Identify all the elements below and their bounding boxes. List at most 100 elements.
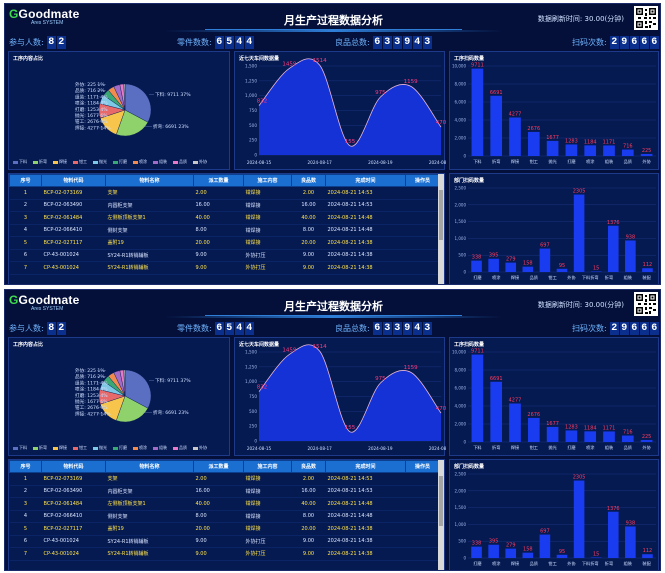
bar[interactable] <box>607 511 619 558</box>
area-line[interactable] <box>258 344 442 433</box>
table-row[interactable]: 2 BCP-02-063490 内圆柜支架 16.00 钳焊接 16.00 2024-08-… <box>9 485 440 498</box>
column-header[interactable]: 派工数量 <box>193 174 244 187</box>
legend-item[interactable]: 打磨 <box>113 445 127 451</box>
bar[interactable] <box>556 554 568 558</box>
table-scrollbar[interactable] <box>438 174 444 284</box>
legend-item[interactable]: 组装 <box>153 159 167 165</box>
bar[interactable] <box>539 534 551 558</box>
qr-code-icon[interactable] <box>634 6 658 30</box>
column-header[interactable]: 物料名称 <box>105 460 194 473</box>
bar[interactable] <box>471 546 482 558</box>
bar[interactable] <box>573 194 585 272</box>
bar[interactable] <box>546 140 559 156</box>
legend-item[interactable]: 打磨 <box>113 159 127 165</box>
column-header[interactable]: 良品数 <box>291 460 326 473</box>
column-header[interactable]: 施工内容 <box>243 174 292 187</box>
table-row[interactable]: 6 CP-43-001024 SY24-R1转销辅板 9.00 外协打压 9.00 2024… <box>9 249 440 262</box>
legend-item[interactable]: 下料 <box>13 445 27 451</box>
table-row[interactable]: 1 BCP-02-073169 支架 2.00 钳焊接 2.00 2024-08-21 14… <box>9 472 440 486</box>
bar[interactable] <box>509 117 521 156</box>
table-row[interactable]: 2 BCP-02-063490 内圆柜支架 16.00 钳焊接 16.00 2024-08-… <box>9 199 440 212</box>
bar[interactable] <box>471 68 484 156</box>
pie-slice[interactable] <box>124 369 152 409</box>
table-scrollbar[interactable] <box>438 460 444 570</box>
legend-item[interactable]: 品质 <box>173 445 187 451</box>
column-header[interactable]: 完成时间 <box>325 174 406 187</box>
bar[interactable] <box>590 271 602 272</box>
legend-item[interactable]: 焊接 <box>53 445 67 451</box>
bar[interactable] <box>584 145 597 156</box>
legend-item[interactable]: 品质 <box>173 159 187 165</box>
column-header[interactable]: 操作员 <box>405 174 440 187</box>
table-row[interactable]: 5 BCP-02-027117 盖附19 20.00 钳焊接 20.00 2024-08-2… <box>9 522 440 536</box>
pie-slice[interactable] <box>116 395 149 423</box>
table-row[interactable]: 5 BCP-02-027117 盖附19 20.00 钳焊接 20.00 2024-08-2… <box>9 236 440 250</box>
table-row[interactable]: 4 BCP-02-066410 侧封支架 8.00 钳焊接 8.00 2024-08-21 … <box>9 510 440 523</box>
column-header[interactable]: 物料代码 <box>41 174 106 187</box>
pie-slice[interactable] <box>124 83 152 123</box>
pie-slice[interactable] <box>116 109 149 137</box>
legend-item[interactable]: 组装 <box>153 445 167 451</box>
bar[interactable] <box>573 480 585 558</box>
bar[interactable] <box>625 526 636 558</box>
legend-item[interactable]: 下料 <box>13 159 27 165</box>
pie-slice[interactable] <box>123 83 126 111</box>
column-header[interactable]: 派工数量 <box>193 460 244 473</box>
column-header[interactable]: 物料代码 <box>41 460 106 473</box>
bar[interactable] <box>565 144 578 156</box>
legend-item[interactable]: 钳工 <box>73 445 87 451</box>
qr-code-icon[interactable] <box>634 292 658 316</box>
bar[interactable] <box>471 354 484 442</box>
column-header[interactable]: 序号 <box>9 174 42 187</box>
column-header[interactable]: 完成时间 <box>325 460 406 473</box>
bar[interactable] <box>556 268 568 272</box>
table-row[interactable]: 3 BCP-02-061484 左侧板顶板支架1 40.00 钳焊接 40.00 2024-… <box>9 497 440 511</box>
bar[interactable] <box>471 260 482 272</box>
table-row[interactable]: 7 CP-43-001024 SY24-R1转销辅板 9.00 外协打压 9.00 2024… <box>9 547 440 561</box>
bar[interactable] <box>522 266 534 272</box>
bar[interactable] <box>505 548 517 558</box>
legend-item[interactable]: 外协 <box>193 445 207 451</box>
column-header[interactable]: 施工内容 <box>243 460 292 473</box>
bar[interactable] <box>621 149 634 156</box>
column-header[interactable]: 序号 <box>9 460 42 473</box>
bar[interactable] <box>539 248 551 272</box>
bar[interactable] <box>505 262 517 272</box>
table-row[interactable]: 7 CP-43-001024 SY24-R1转销辅板 9.00 外协打压 9.00 2024… <box>9 261 440 275</box>
bar[interactable] <box>642 268 653 272</box>
bar[interactable] <box>625 240 636 272</box>
bar[interactable] <box>640 153 653 156</box>
bar[interactable] <box>603 145 615 156</box>
bar[interactable] <box>509 403 521 442</box>
table-row[interactable]: 6 CP-43-001024 SY24-R1转销辅板 9.00 外协打压 9.00 2024… <box>9 535 440 548</box>
bar[interactable] <box>490 95 503 156</box>
column-header[interactable]: 良品数 <box>291 174 326 187</box>
table-row[interactable]: 1 BCP-02-073169 支架 2.00 钳焊接 2.00 2024-08-21 14… <box>9 186 440 200</box>
bar[interactable] <box>546 426 559 442</box>
pie-slice[interactable] <box>123 369 126 397</box>
scrollbar-thumb[interactable] <box>439 476 443 526</box>
legend-item[interactable]: 折弯 <box>33 159 47 165</box>
bar[interactable] <box>488 258 499 272</box>
table-row[interactable]: 4 BCP-02-066410 侧封支架 8.00 钳焊接 8.00 2024-08-21 … <box>9 224 440 237</box>
legend-item[interactable]: 外协 <box>193 159 207 165</box>
bar[interactable] <box>603 431 615 442</box>
bar[interactable] <box>584 431 597 442</box>
bar[interactable] <box>522 552 534 558</box>
bar[interactable] <box>527 417 540 442</box>
bar[interactable] <box>565 430 578 442</box>
area-line[interactable] <box>258 58 442 147</box>
legend-item[interactable]: 喷涂 <box>133 159 147 165</box>
legend-item[interactable]: 折弯 <box>33 445 47 451</box>
bar[interactable] <box>607 225 619 272</box>
bar[interactable] <box>490 381 503 442</box>
legend-item[interactable]: 喷涂 <box>133 445 147 451</box>
legend-item[interactable]: 焊接 <box>53 159 67 165</box>
scrollbar-thumb[interactable] <box>439 190 443 240</box>
legend-item[interactable]: 抛光 <box>93 445 107 451</box>
bar[interactable] <box>590 557 602 558</box>
legend-item[interactable]: 钳工 <box>73 159 87 165</box>
column-header[interactable]: 物料名称 <box>105 174 194 187</box>
column-header[interactable]: 操作员 <box>405 460 440 473</box>
bar[interactable] <box>621 435 634 442</box>
